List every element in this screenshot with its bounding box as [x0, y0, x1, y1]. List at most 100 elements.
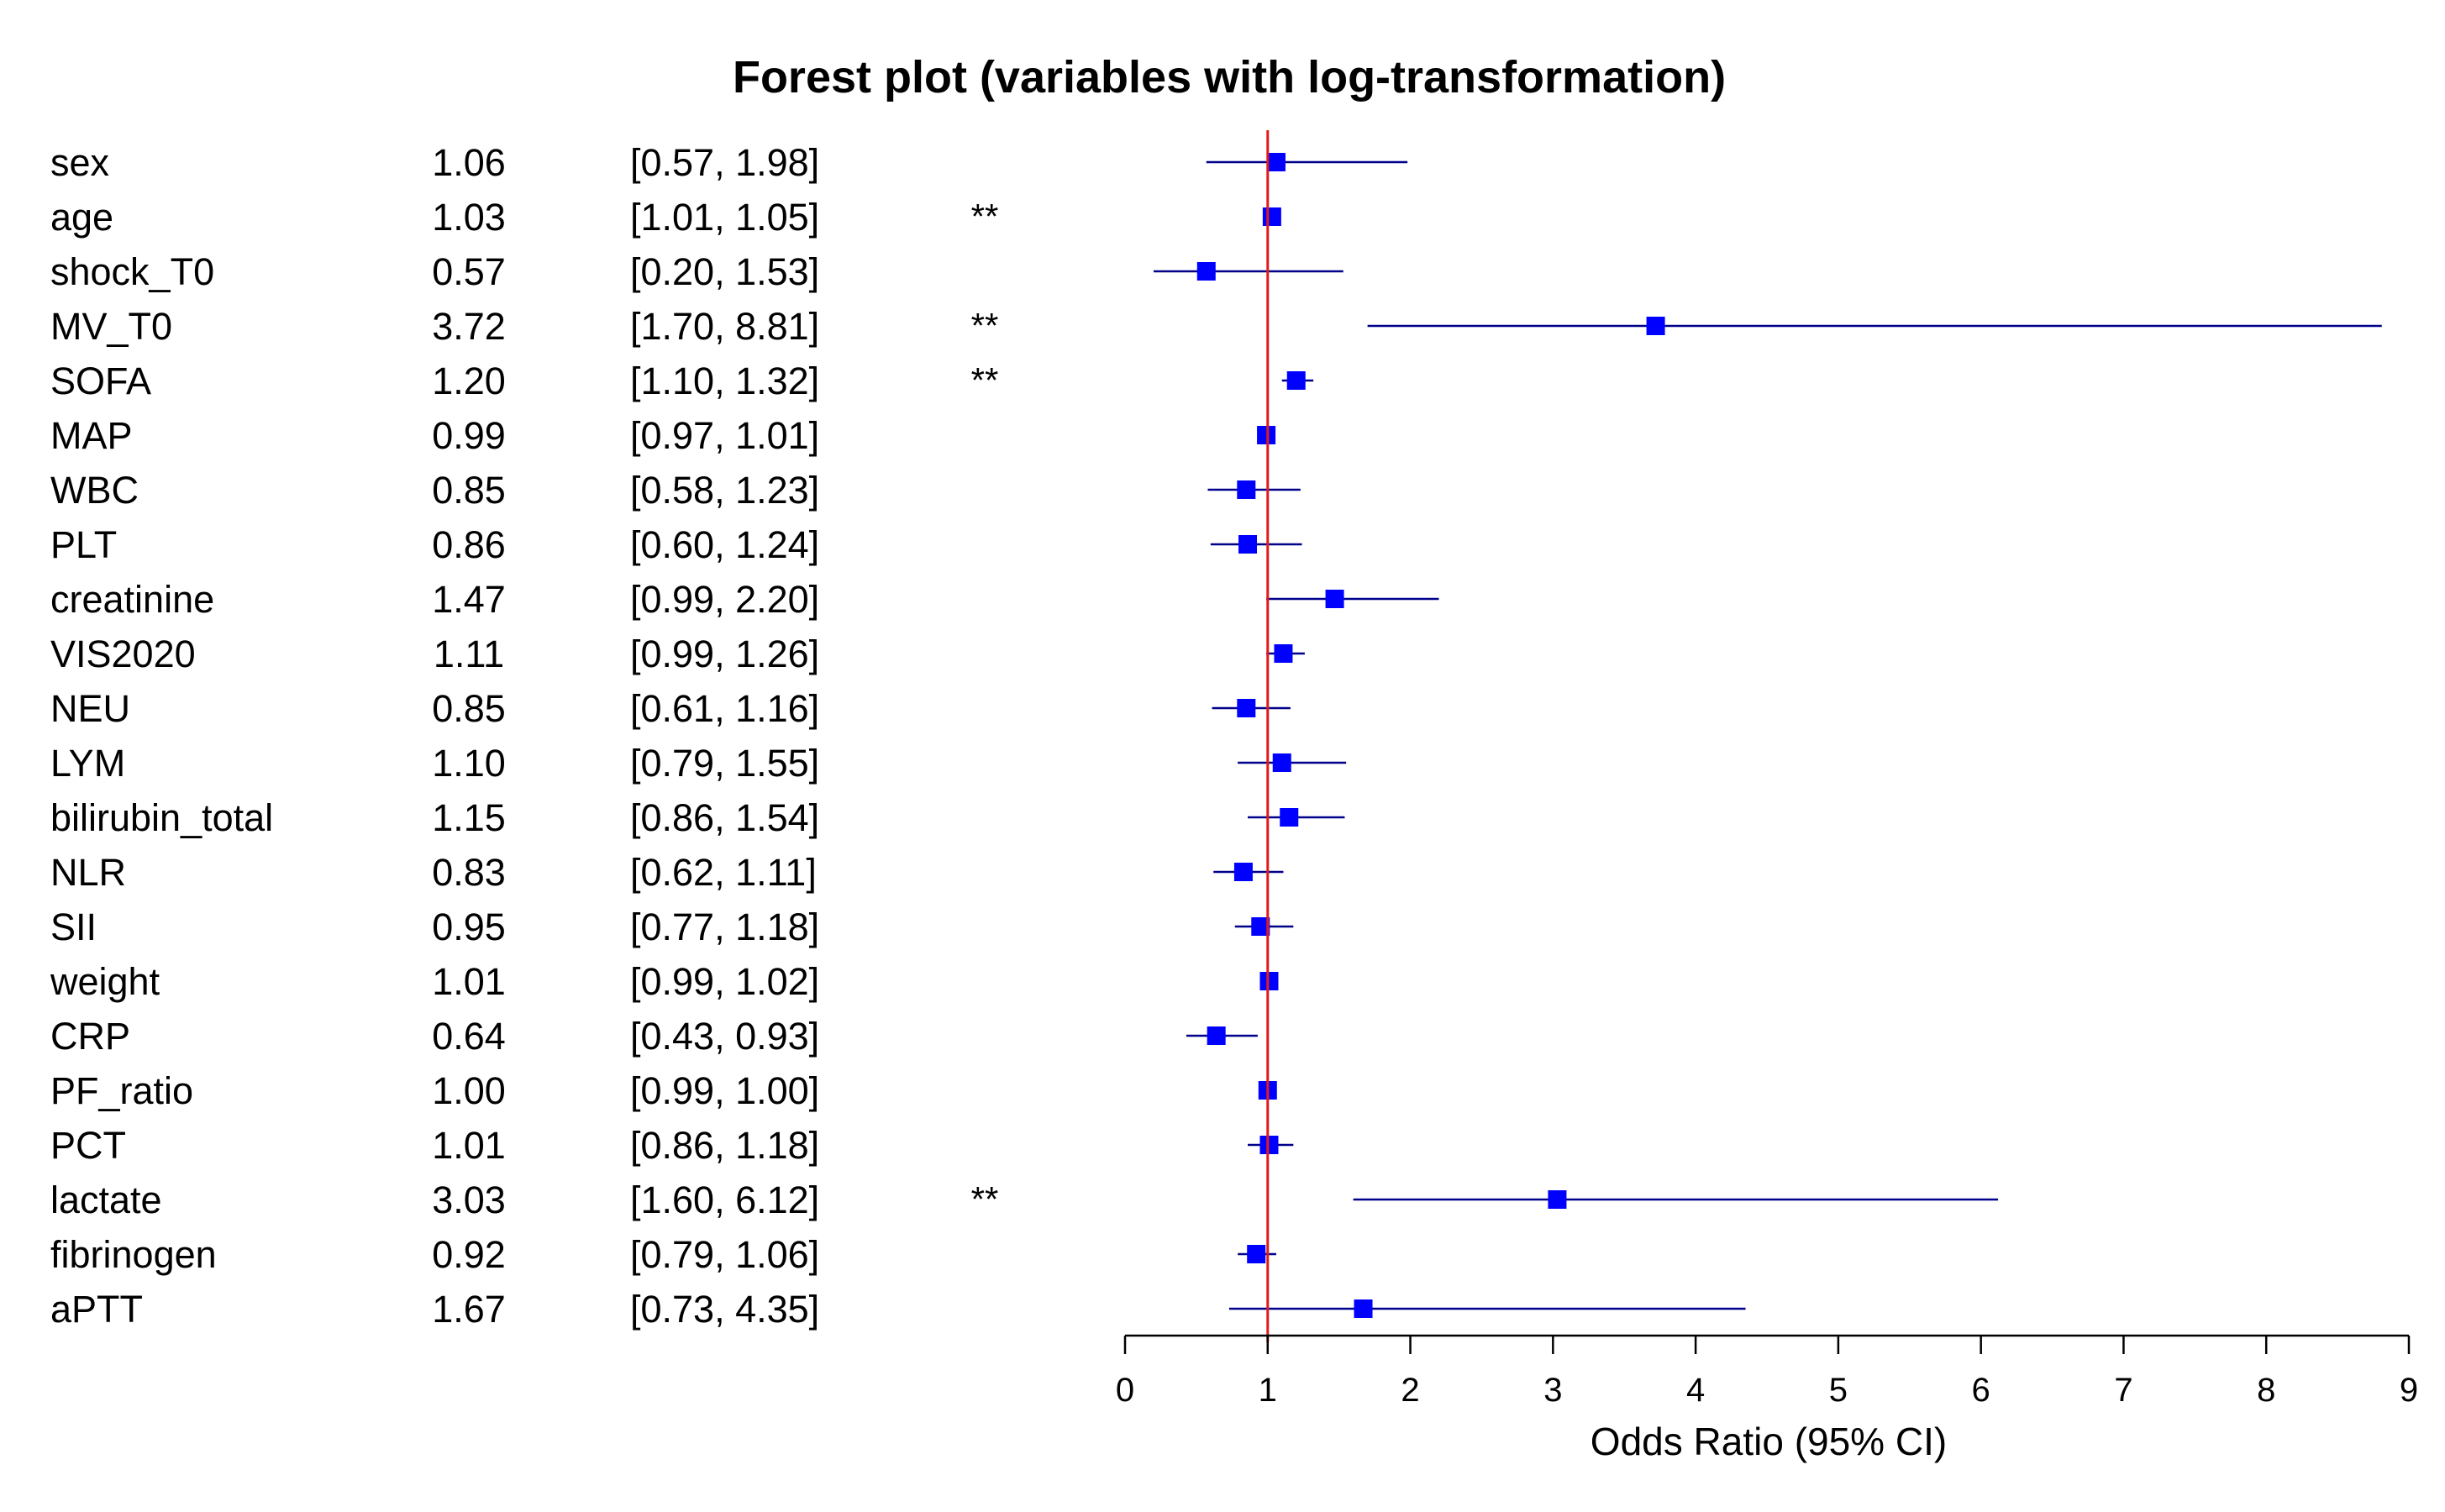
- row-or-value: 1.01: [432, 960, 506, 1003]
- row-label: lactate: [50, 1179, 162, 1221]
- x-tick-label: 6: [1972, 1372, 1990, 1409]
- odds-ratio-point: [1237, 480, 1256, 499]
- odds-ratio-point: [1257, 426, 1276, 444]
- row-label: SOFA: [50, 360, 151, 402]
- row-label: LYM: [50, 742, 125, 785]
- significance-marker: **: [971, 1179, 999, 1219]
- forest-row: PCT 1.01 [0.86, 1.18]: [50, 1124, 1294, 1167]
- odds-ratio-point: [1646, 317, 1665, 335]
- row-label: fibrinogen: [50, 1233, 217, 1276]
- odds-ratio-point: [1259, 1136, 1279, 1154]
- odds-ratio-point: [1233, 863, 1253, 881]
- row-or-value: 1.01: [432, 1124, 506, 1167]
- significance-marker: **: [971, 360, 999, 400]
- odds-ratio-point: [1354, 1299, 1373, 1318]
- forest-row: MAP 0.99 [0.97, 1.01]: [50, 414, 1276, 457]
- row-ci-value: [1.60, 6.12]: [630, 1179, 819, 1221]
- row-label: NEU: [50, 687, 130, 730]
- odds-ratio-point: [1237, 699, 1256, 717]
- x-tick-label: 2: [1401, 1372, 1419, 1409]
- forest-rows: sex 1.06 [0.57, 1.98] age 1.03 [1.01, 1.05] **…: [50, 141, 2382, 1331]
- odds-ratio-point: [1207, 1026, 1226, 1045]
- row-label: aPTT: [50, 1288, 143, 1331]
- row-or-value: 0.92: [432, 1233, 506, 1276]
- x-tick-label: 4: [1686, 1372, 1705, 1409]
- forest-row: bilirubin_total 1.15 [0.86, 1.54]: [50, 796, 1345, 839]
- forest-row: fibrinogen 0.92 [0.79, 1.06]: [50, 1233, 1276, 1276]
- row-label: PLT: [50, 523, 117, 566]
- row-ci-value: [0.99, 2.20]: [630, 578, 819, 621]
- row-ci-value: [0.77, 1.18]: [630, 906, 819, 948]
- x-tick-label: 8: [2257, 1372, 2275, 1409]
- odds-ratio-point: [1196, 262, 1216, 281]
- odds-ratio-point: [1247, 1245, 1266, 1263]
- row-ci-value: [1.10, 1.32]: [630, 360, 819, 402]
- row-ci-value: [0.99, 1.26]: [630, 633, 819, 675]
- forest-row: CRP 0.64 [0.43, 0.93]: [50, 1015, 1258, 1058]
- row-ci-value: [0.43, 0.93]: [630, 1015, 819, 1058]
- odds-ratio-point: [1548, 1190, 1567, 1209]
- row-label: weight: [50, 960, 160, 1003]
- row-label: SII: [50, 906, 97, 948]
- forest-row: LYM 1.10 [0.79, 1.55]: [50, 742, 1347, 785]
- row-ci-value: [0.79, 1.55]: [630, 742, 819, 785]
- odds-ratio-point: [1274, 644, 1293, 663]
- forest-row: SII 0.95 [0.77, 1.18]: [50, 906, 1294, 948]
- odds-ratio-point: [1259, 972, 1279, 990]
- row-or-value: 1.67: [432, 1288, 506, 1331]
- row-label: PF_ratio: [50, 1069, 193, 1112]
- row-label: bilirubin_total: [50, 796, 273, 839]
- forest-row: MV_T0 3.72 [1.70, 8.81] **: [50, 305, 2382, 348]
- x-tick-label: 0: [1116, 1372, 1134, 1409]
- significance-marker: **: [971, 306, 999, 345]
- odds-ratio-point: [1280, 808, 1299, 827]
- row-label: MAP: [50, 414, 133, 457]
- row-or-value: 1.47: [432, 578, 506, 621]
- forest-row: weight 1.01 [0.99, 1.02]: [50, 960, 1279, 1003]
- row-label: creatinine: [50, 578, 214, 621]
- row-ci-value: [0.86, 1.54]: [630, 796, 819, 839]
- row-or-value: 0.83: [432, 851, 506, 894]
- x-axis: 0 1 2 3 4 5 6 7 8 9: [1116, 1334, 2418, 1409]
- chart-title: Forest plot (variables with log-transfor…: [733, 52, 1726, 102]
- forest-row: sex 1.06 [0.57, 1.98]: [50, 141, 1408, 184]
- row-or-value: 1.20: [432, 360, 506, 402]
- row-ci-value: [0.99, 1.00]: [630, 1069, 819, 1112]
- row-or-value: 1.10: [432, 742, 506, 785]
- forest-row: PF_ratio 1.00 [0.99, 1.00]: [50, 1069, 1277, 1112]
- row-label: MV_T0: [50, 305, 172, 348]
- row-or-value: 1.03: [432, 196, 506, 239]
- row-label: shock_T0: [50, 250, 214, 293]
- row-or-value: 0.64: [432, 1015, 506, 1058]
- odds-ratio-point: [1238, 535, 1258, 554]
- row-or-value: 3.72: [432, 305, 506, 348]
- odds-ratio-point: [1286, 371, 1306, 390]
- row-ci-value: [0.62, 1.11]: [630, 851, 817, 894]
- row-label: age: [50, 196, 113, 239]
- row-label: WBC: [50, 469, 139, 512]
- forest-row: shock_T0 0.57 [0.20, 1.53]: [50, 250, 1343, 293]
- forest-row: age 1.03 [1.01, 1.05] **: [50, 196, 1281, 239]
- row-label: sex: [50, 141, 110, 184]
- forest-row: lactate 3.03 [1.60, 6.12] **: [50, 1179, 1999, 1221]
- row-ci-value: [0.60, 1.24]: [630, 523, 819, 566]
- row-ci-value: [0.86, 1.18]: [630, 1124, 819, 1167]
- x-tick-label: 7: [2114, 1372, 2132, 1409]
- row-ci-value: [1.70, 8.81]: [630, 305, 819, 348]
- odds-ratio-point: [1251, 917, 1270, 936]
- forest-row: creatinine 1.47 [0.99, 2.20]: [50, 578, 1439, 621]
- forest-row: VIS2020 1.11 [0.99, 1.26]: [50, 633, 1305, 675]
- forest-row: SOFA 1.20 [1.10, 1.32] **: [50, 360, 1314, 402]
- row-or-value: 0.95: [432, 906, 506, 948]
- row-or-value: 0.85: [432, 469, 506, 512]
- significance-marker: **: [971, 197, 999, 236]
- row-or-value: 1.06: [432, 141, 506, 184]
- odds-ratio-point: [1272, 753, 1291, 772]
- row-label: CRP: [50, 1015, 130, 1058]
- row-or-value: 0.99: [432, 414, 506, 457]
- row-ci-value: [1.01, 1.05]: [630, 196, 819, 239]
- row-ci-value: [0.61, 1.16]: [630, 687, 819, 730]
- row-ci-value: [0.97, 1.01]: [630, 414, 819, 457]
- forest-row: NEU 0.85 [0.61, 1.16]: [50, 687, 1291, 730]
